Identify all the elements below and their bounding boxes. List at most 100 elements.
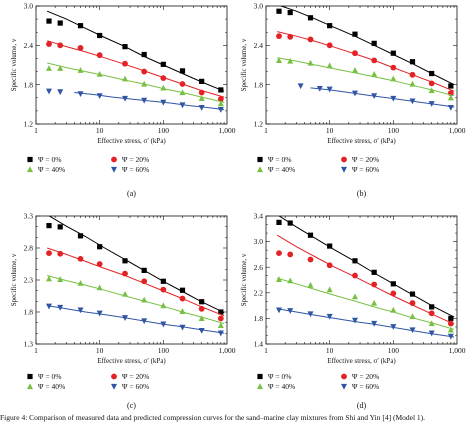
legend-label: Ψ = 0% [268,155,292,164]
data-point [122,60,128,67]
data-point [57,89,64,96]
y-axis-label: Specific volume, v [240,253,248,306]
legend-label: Ψ = 60% [352,165,379,174]
data-point [352,272,358,279]
legend-marker [341,383,347,390]
x-tick-label: 1,000 [449,346,466,355]
y-tick-label: 2.6 [254,263,264,272]
y-axis-label: Specific volume, v [10,38,18,91]
data-point [429,304,435,310]
data-point [160,84,167,91]
series-triangle-up [275,276,455,333]
legend-marker [27,373,33,380]
data-point [371,57,378,64]
legend-marker [257,156,263,163]
data-point [122,95,129,102]
series-circle [276,31,455,97]
y-tick-label: 3.3 [24,212,34,221]
data-point [307,256,314,263]
data-point [287,220,293,226]
legend-entry: Ψ = 60% [111,165,149,174]
data-point [45,275,52,282]
y-tick-label: 2.4 [254,41,264,50]
data-point [122,75,129,82]
plot-frame [265,5,458,125]
data-point [352,258,358,264]
model-prediction-line [47,10,225,92]
data-point [447,333,454,340]
panel-label: (a) [127,189,136,198]
legend-marker [111,383,117,390]
legend-label: Ψ = 0% [268,372,292,381]
data-point [390,64,397,71]
data-point [352,317,359,324]
data-point [96,310,103,317]
data-point [45,303,52,310]
data-point [57,42,64,49]
chart-panel-1: 1 10 100 1,000 1.2 1.8 2.4 3.0 Effective stress,… [10,2,236,198]
data-point [275,57,282,64]
data-point [96,93,103,100]
data-point [46,250,52,257]
legend-label: Ψ = 20% [352,372,379,381]
data-point [352,67,359,73]
data-point [141,97,148,104]
data-point [447,326,454,333]
data-point [217,100,224,107]
data-point [352,31,358,37]
panel-label: (b) [357,189,367,198]
series-square [276,216,455,321]
y-tick-label: 3.0 [254,2,264,11]
series-triangle-up [45,275,225,329]
chart-panel-3: 1 10 100 1,000 1.3 1.8 2.3 2.8 3.3 Effective stre… [10,212,236,410]
plot-frame [35,5,228,125]
legend-entry: Ψ = 60% [111,382,149,391]
legend-label: Ψ = 40% [268,382,295,391]
data-point [287,33,294,40]
data-point [57,304,64,311]
data-point [316,86,323,92]
data-point [77,255,84,262]
data-point [141,68,148,75]
legend-marker [27,383,33,390]
data-point [141,318,148,325]
legend-label: Ψ = 40% [38,165,65,174]
data-point [326,313,333,320]
y-tick-label: 3.0 [24,2,34,11]
data-point [307,311,314,318]
data-point [179,81,186,87]
data-point [352,90,359,97]
data-point [287,57,294,64]
y-tick-label: 1.4 [254,340,264,349]
x-tick-label: 10 [96,346,104,355]
model-prediction-line [47,40,225,98]
x-tick-label: 1 [264,346,268,355]
data-point [428,101,435,107]
data-point [160,278,166,284]
data-point [275,276,282,282]
y-tick-label: 1.8 [24,80,34,89]
data-point [371,281,378,288]
data-point [326,42,333,49]
legend-entry: Ψ = 0% [257,155,292,164]
data-point [287,251,294,258]
model-prediction-line [48,216,225,314]
x-axis-label: Effective stress, σ′ (kPa) [97,137,166,145]
data-point [96,284,103,291]
legend-entry: Ψ = 0% [27,372,62,381]
plot-frame [265,215,458,345]
legend-entry: Ψ = 20% [341,155,379,164]
data-point [371,269,377,275]
data-point [371,93,378,100]
series-square [46,10,225,93]
data-point [122,44,128,50]
legend-label: Ψ = 40% [38,382,65,391]
legend-marker [257,166,263,173]
data-point [57,250,64,257]
model-prediction-line [276,234,455,325]
data-point [160,302,167,309]
data-point [218,87,224,93]
data-point [428,330,435,337]
x-tick-label: 1,000 [449,126,466,135]
legend-marker [111,156,117,163]
